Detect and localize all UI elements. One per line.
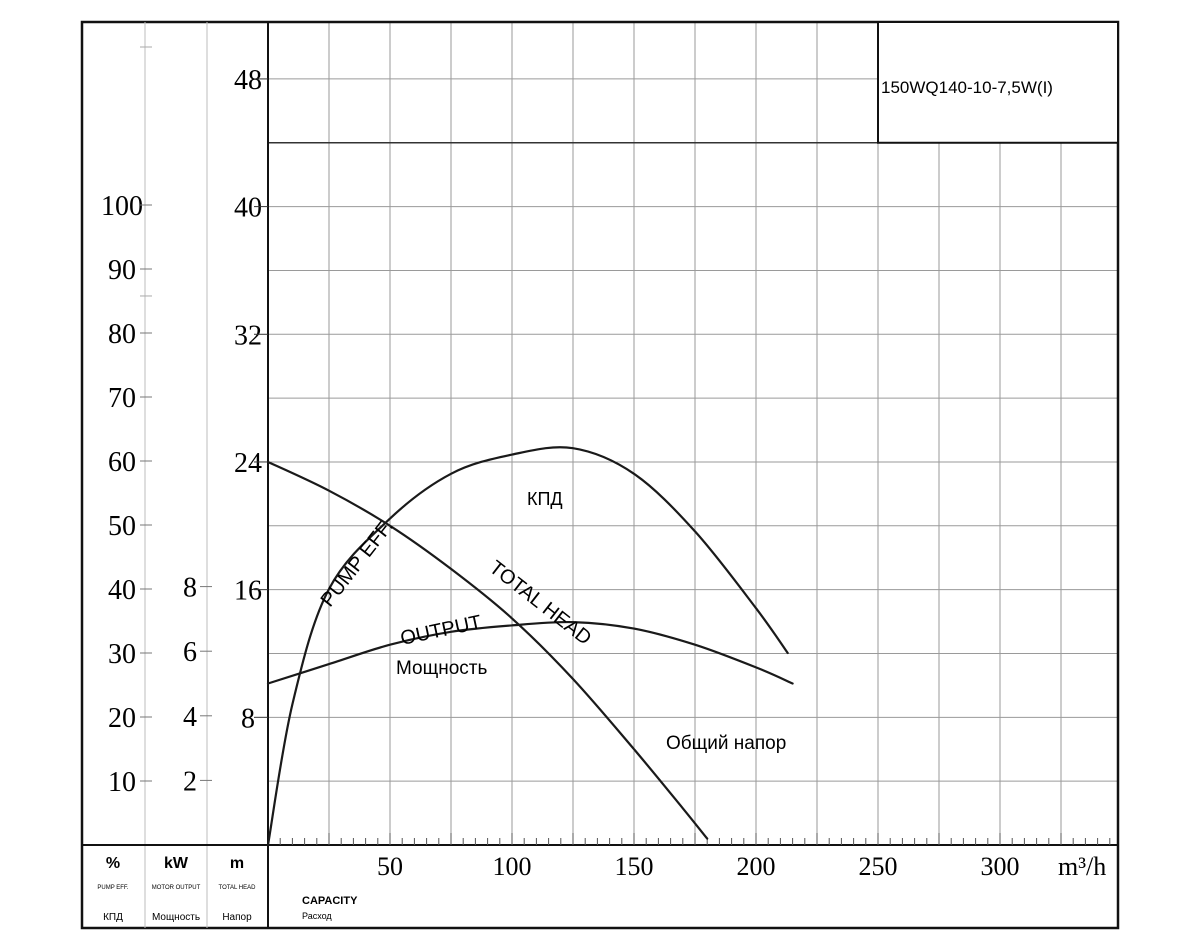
eff-tick-label: 60 <box>108 447 136 478</box>
axes: 150WQ140-10-7,5W(I)816243240481020304050… <box>80 20 1120 930</box>
head-tick-label: 24 <box>234 448 262 479</box>
eff-tick-label: 50 <box>108 511 136 542</box>
x-tick-label: 100 <box>493 852 532 881</box>
power-tick-label: 8 <box>183 573 197 604</box>
chart-title: 150WQ140-10-7,5W(I) <box>881 78 1053 97</box>
head-axis-header: m <box>230 855 244 872</box>
x-tick-label: 50 <box>377 852 403 881</box>
eff-tick-label: 20 <box>108 703 136 734</box>
head-curve-label-ru: Общий напор <box>666 733 786 754</box>
eff-tick-label: 30 <box>108 639 136 670</box>
eff-tick-label: 10 <box>108 767 136 798</box>
total-head-curve <box>266 460 709 840</box>
x-tick-label: 200 <box>737 852 776 881</box>
head-tick-label: 40 <box>234 193 262 224</box>
efficiency-curve <box>266 446 789 847</box>
eff-tick-label: 40 <box>108 575 136 606</box>
power-axis-header: kW <box>164 855 189 872</box>
grid <box>268 22 1118 845</box>
x-unit-label: m³/h <box>1058 852 1106 881</box>
curves <box>266 446 794 847</box>
x-axis-label-ru: Расход <box>302 911 332 921</box>
eff-tick-label: 70 <box>108 383 136 414</box>
head-tick-label: 8 <box>241 703 255 734</box>
output-curve-label-ru: Мощность <box>396 658 488 679</box>
eff-axis-header: % <box>106 855 120 872</box>
head-tick-label: 16 <box>234 576 262 607</box>
x-axis-label: CAPACITY <box>302 895 358 907</box>
title-box <box>877 21 1119 144</box>
head-axis-sub-ru: Напор <box>222 912 252 923</box>
output-curve-label: OUTPUT <box>398 611 483 650</box>
power-axis-sub-ru: Мощность <box>152 912 200 923</box>
x-tick-label: 150 <box>615 852 654 881</box>
eff-curve-label-ru: КПД <box>527 489 563 509</box>
head-tick-label: 32 <box>234 320 262 351</box>
x-tick-label: 300 <box>981 852 1020 881</box>
eff-tick-label: 100 <box>101 191 143 222</box>
power-tick-label: 2 <box>183 766 197 797</box>
output-curve <box>266 620 794 685</box>
eff-tick-label: 80 <box>108 319 136 350</box>
power-axis-sub: MOTOR OUTPUT <box>152 885 201 891</box>
eff-axis-sub-ru: КПД <box>103 912 123 923</box>
outer-frame <box>80 20 1120 930</box>
eff-tick-label: 90 <box>108 255 136 286</box>
power-tick-label: 4 <box>183 702 197 733</box>
eff-axis-sub: PUMP EFF. <box>97 885 129 891</box>
head-tick-label: 48 <box>234 65 262 96</box>
power-tick-label: 6 <box>183 637 197 668</box>
head-curve-label: TOTAL HEAD <box>485 557 595 650</box>
head-axis-sub: TOTAL HEAD <box>219 885 257 891</box>
x-tick-label: 250 <box>859 852 898 881</box>
